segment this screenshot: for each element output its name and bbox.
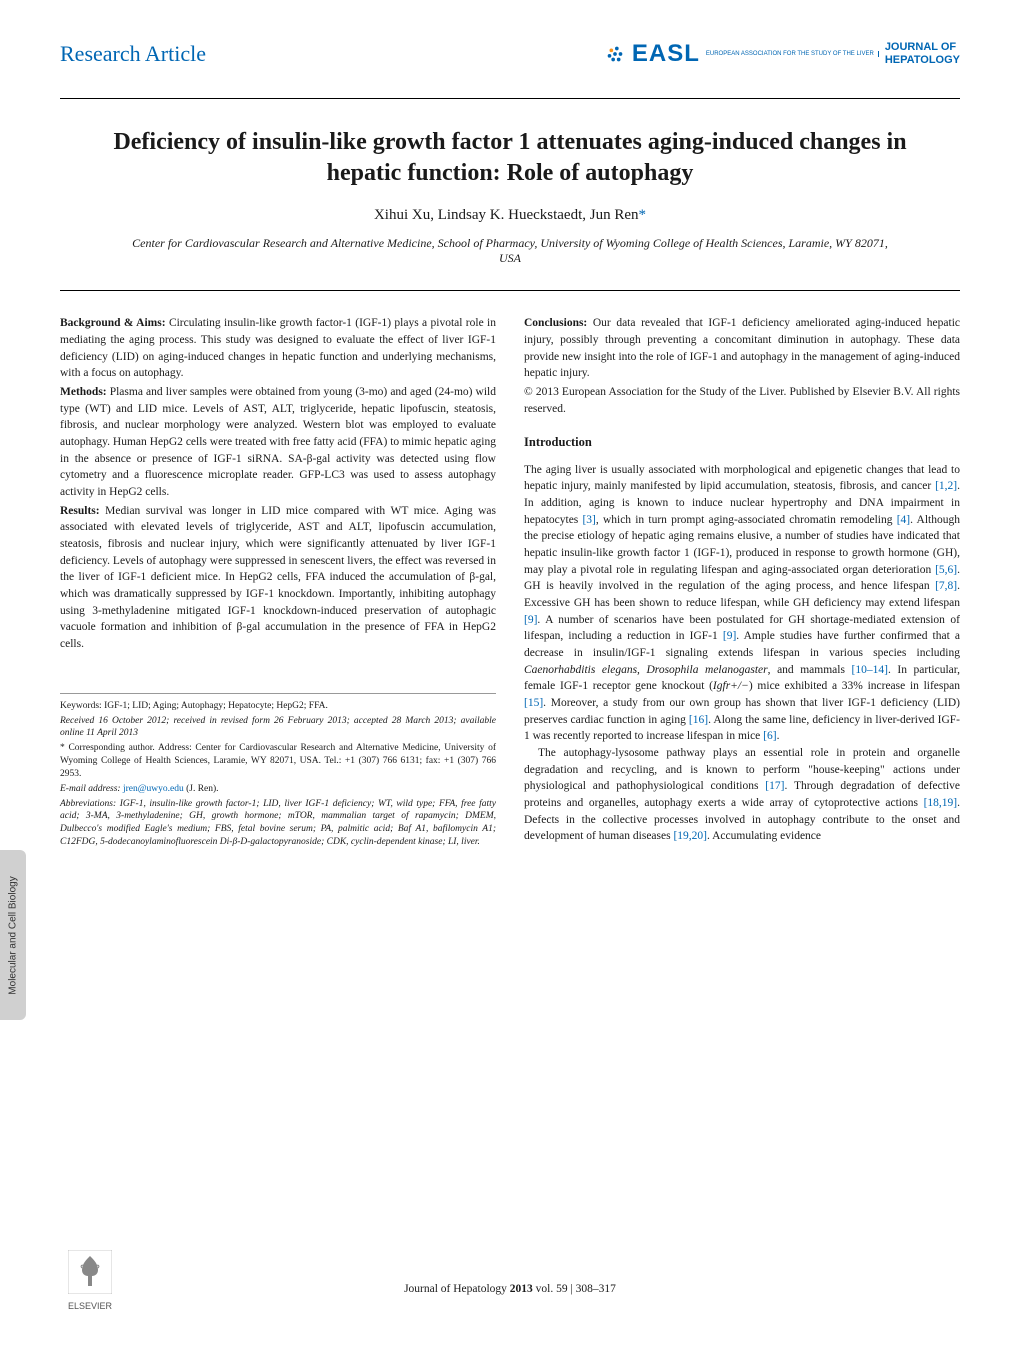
header-row: Research Article EASL EUROPEAN ASSOCIATI… <box>60 40 960 68</box>
ref-link[interactable]: [5,6] <box>935 564 957 576</box>
ref-link[interactable]: [6] <box>763 730 776 742</box>
ref-link[interactable]: [9] <box>524 614 537 626</box>
footer-journal: Journal of Hepatology <box>404 1283 510 1295</box>
gene-name: Igfr+/− <box>713 680 749 692</box>
page-footer: Journal of Hepatology 2013 vol. 59 | 308… <box>0 1283 1020 1295</box>
corresponding-info: * Corresponding author. Address: Center … <box>60 742 496 780</box>
background-label: Background & Aims: <box>60 317 166 329</box>
conclusions-text: Our data revealed that IGF-1 deficiency … <box>524 317 960 379</box>
easl-icon <box>604 43 626 65</box>
journal-line2: HEPATOLOGY <box>885 54 960 66</box>
elsevier-logo: ELSEVIER <box>60 1250 120 1311</box>
ref-link[interactable]: [19,20] <box>673 830 707 842</box>
ref-link[interactable]: [16] <box>689 714 708 726</box>
ref-link[interactable]: [17] <box>765 780 784 792</box>
introduction-heading: Introduction <box>524 433 960 451</box>
article-title: Deficiency of insulin-like growth factor… <box>60 127 960 189</box>
easl-subtitle: EUROPEAN ASSOCIATION FOR THE STUDY OF TH… <box>706 51 879 58</box>
abstract-block: Background & Aims: Circulating insulin-l… <box>60 315 496 652</box>
abbreviations: Abbreviations: IGF-1, insulin-like growt… <box>60 798 496 849</box>
conclusions-block: Conclusions: Our data revealed that IGF-… <box>524 315 960 417</box>
journal-line1: JOURNAL OF <box>885 41 956 53</box>
author-names: Xihui Xu, Lindsay K. Hueckstaedt, Jun Re… <box>374 207 639 223</box>
email-line: E-mail address: jren@uwyo.edu (J. Ren). <box>60 783 496 796</box>
left-column: Background & Aims: Circulating insulin-l… <box>60 315 496 850</box>
corresponding-star: * <box>639 207 647 223</box>
top-divider <box>60 98 960 99</box>
easl-text: EASL <box>632 40 700 68</box>
ref-link[interactable]: [18,19] <box>924 797 958 809</box>
mid-divider <box>60 290 960 291</box>
ref-link[interactable]: [3] <box>582 514 595 526</box>
footer-year: 2013 <box>510 1283 533 1295</box>
article-type: Research Article <box>60 41 206 67</box>
intro-para-2: The autophagy-lysosome pathway plays an … <box>524 745 960 845</box>
keywords: Keywords: IGF-1; LID; Aging; Autophagy; … <box>60 700 496 713</box>
footer-pages: | 308–317 <box>570 1283 615 1295</box>
email-link[interactable]: jren@uwyo.edu <box>123 784 184 794</box>
two-column-layout: Background & Aims: Circulating insulin-l… <box>60 315 960 850</box>
side-tab-label: Molecular and Cell Biology <box>8 876 19 994</box>
ref-link[interactable]: [7,8] <box>935 580 957 592</box>
ref-link[interactable]: [10–14] <box>852 664 888 676</box>
results-label: Results: <box>60 505 100 517</box>
footer-vol: vol. 59 <box>533 1283 571 1295</box>
authors: Xihui Xu, Lindsay K. Hueckstaedt, Jun Re… <box>60 207 960 224</box>
species-names: Caenorhabditis elegans, Drosophila melan… <box>524 664 768 676</box>
ref-link[interactable]: [9] <box>723 630 736 642</box>
methods-label: Methods: <box>60 386 107 398</box>
methods-text: Plasma and liver samples were obtained f… <box>60 386 496 498</box>
ref-link[interactable]: [1,2] <box>935 480 957 492</box>
side-tab: Molecular and Cell Biology <box>0 850 26 1020</box>
ref-link[interactable]: [15] <box>524 697 543 709</box>
right-column: Conclusions: Our data revealed that IGF-… <box>524 315 960 850</box>
copyright-text: © 2013 European Association for the Stud… <box>524 384 960 417</box>
email-label: E-mail address: <box>60 784 123 794</box>
email-suffix: (J. Ren). <box>184 784 219 794</box>
results-text: Median survival was longer in LID mice c… <box>60 505 496 650</box>
footnotes-block: Keywords: IGF-1; LID; Aging; Autophagy; … <box>60 693 496 849</box>
journal-logo: EASL EUROPEAN ASSOCIATION FOR THE STUDY … <box>604 40 960 68</box>
affiliation: Center for Cardiovascular Research and A… <box>60 236 960 266</box>
intro-para-1: The aging liver is usually associated wi… <box>524 462 960 745</box>
publisher-name: ELSEVIER <box>60 1301 120 1311</box>
received-dates: Received 16 October 2012; received in re… <box>60 715 496 741</box>
ref-link[interactable]: [4] <box>897 514 910 526</box>
conclusions-label: Conclusions: <box>524 317 587 329</box>
journal-name: JOURNAL OF HEPATOLOGY <box>885 41 960 67</box>
